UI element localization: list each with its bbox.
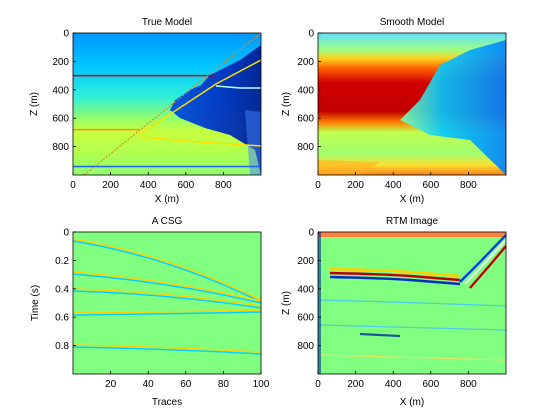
x-tick-label: 0	[70, 180, 76, 191]
x-tick-label: 200	[347, 379, 364, 390]
x-tick-label: 600	[422, 180, 439, 191]
y-tick-label: 0	[308, 228, 314, 239]
csg-ylabel: Time (s)	[30, 285, 41, 321]
x-tick-label: 800	[460, 379, 477, 390]
y-tick-label: 0	[63, 29, 69, 40]
smooth-model-image	[318, 33, 506, 175]
x-tick-label: 80	[218, 379, 230, 390]
x-tick-label: 400	[140, 180, 157, 191]
csg-title: A CSG	[152, 216, 183, 227]
x-tick-label: 400	[385, 180, 402, 191]
y-tick-label: 0	[63, 228, 69, 239]
rtm-title: RTM Image	[386, 216, 438, 227]
y-tick-label: 400	[297, 85, 314, 96]
y-tick-label: 800	[297, 341, 314, 352]
y-tick-label: 0.4	[55, 284, 69, 295]
x-tick-label: 60	[180, 379, 192, 390]
true-model-title: True Model	[142, 17, 192, 28]
smooth-model-ylabel: Z (m)	[281, 92, 292, 116]
panel-rtm-image	[317, 231, 507, 375]
y-tick-label: 800	[52, 142, 69, 153]
y-tick-label: 400	[297, 284, 314, 295]
panel-smooth-model	[317, 32, 507, 176]
y-tick-label: 600	[52, 114, 69, 125]
y-tick-label: 0.2	[55, 256, 69, 267]
y-tick-label: 0.8	[55, 341, 69, 352]
true-model-ylabel: Z (m)	[29, 92, 40, 116]
csg-image	[73, 232, 261, 374]
x-tick-label: 20	[105, 379, 117, 390]
y-tick-label: 600	[297, 313, 314, 324]
x-tick-label: 200	[102, 180, 119, 191]
rtm-image	[318, 232, 506, 374]
x-tick-label: 200	[347, 180, 364, 191]
x-tick-label: 100	[253, 379, 270, 390]
true-model-xlabel: X (m)	[155, 194, 179, 205]
y-tick-label: 200	[297, 57, 314, 68]
smooth-model-title: Smooth Model	[380, 17, 444, 28]
csg-xlabel: Traces	[152, 397, 182, 408]
x-tick-label: 0	[315, 180, 321, 191]
y-tick-label: 200	[297, 256, 314, 267]
y-tick-label: 800	[297, 142, 314, 153]
x-tick-label: 600	[422, 379, 439, 390]
x-tick-label: 600	[177, 180, 194, 191]
y-tick-label: 0	[308, 29, 314, 40]
y-tick-label: 0.6	[55, 313, 69, 324]
rtm-ylabel: Z (m)	[281, 291, 292, 315]
y-tick-label: 600	[297, 114, 314, 125]
smooth-model-xlabel: X (m)	[400, 194, 424, 205]
panel-true-model	[72, 32, 262, 176]
x-tick-label: 40	[143, 379, 155, 390]
y-tick-label: 200	[52, 57, 69, 68]
x-tick-label: 400	[385, 379, 402, 390]
x-tick-label: 800	[460, 180, 477, 191]
panel-csg	[72, 231, 262, 375]
x-tick-label: 800	[215, 180, 232, 191]
true-model-image	[73, 33, 261, 175]
x-tick-label: 0	[315, 379, 321, 390]
y-tick-label: 400	[52, 85, 69, 96]
rtm-xlabel: X (m)	[400, 397, 424, 408]
